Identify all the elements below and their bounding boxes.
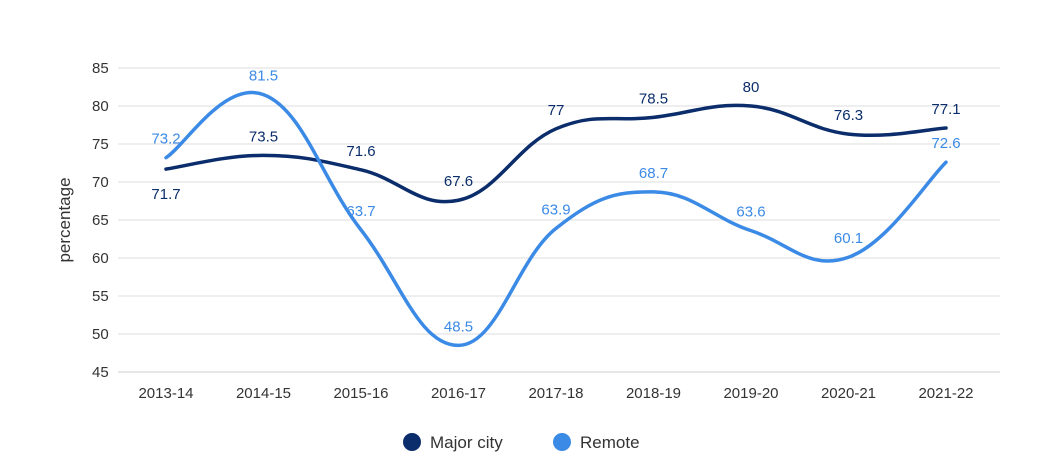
x-tick-label: 2021-22 [918,385,973,402]
x-tick-label: 2014-15 [236,385,291,402]
data-label-major-city: 80 [743,79,760,96]
data-label-major-city: 73.5 [249,128,278,145]
x-tick-label: 2013-14 [138,385,193,402]
data-label-remote: 72.6 [931,135,960,152]
y-tick-label: 85 [92,60,109,77]
y-tick-label: 50 [92,326,109,343]
y-axis-title: percentage [55,177,74,262]
y-tick-label: 45 [92,364,109,381]
x-tick-label: 2019-20 [723,385,778,402]
legend-marker-remote [553,433,571,451]
legend-marker-major-city [403,433,421,451]
data-label-remote: 63.7 [346,203,375,220]
y-tick-label: 75 [92,136,109,153]
data-labels: 71.7 73.5 71.6 67.6 77 78.5 80 76.3 77.1 73.2 81.5… [151,68,960,336]
legend-label-remote: Remote [580,433,640,452]
y-tick-label: 80 [92,98,109,115]
series-lines [164,90,948,348]
legend: Major city Remote [403,433,640,452]
x-tick-label: 2017-18 [528,385,583,402]
y-tick-label: 70 [92,174,109,191]
x-tick-label: 2015-16 [333,385,388,402]
data-label-major-city: 71.6 [346,143,375,160]
data-label-remote: 81.5 [249,68,278,85]
x-axis: 2013-14 2014-15 2015-16 2016-17 2017-18 2018-… [118,371,1000,402]
data-label-remote: 60.1 [834,230,863,247]
series-line-major-city [164,103,948,204]
y-tick-label: 55 [92,288,109,305]
data-label-major-city: 78.5 [639,90,668,107]
y-axis: 45 50 55 60 65 70 75 80 85 [92,60,109,381]
x-tick-label: 2018-19 [626,385,681,402]
data-label-major-city: 77.1 [931,101,960,118]
y-tick-label: 65 [92,212,109,229]
data-label-major-city: 67.6 [444,173,473,190]
gridlines [118,67,1000,373]
data-label-major-city: 71.7 [151,186,180,203]
data-label-remote: 73.2 [151,131,180,148]
series-line-remote [164,90,948,348]
data-label-remote: 63.9 [541,201,570,218]
x-tick-label: 2020-21 [821,385,876,402]
data-label-remote: 68.7 [639,165,668,182]
x-tick-label: 2016-17 [431,385,486,402]
y-tick-label: 60 [92,250,109,267]
data-label-major-city: 77 [548,102,565,119]
data-label-remote: 63.6 [736,204,765,221]
legend-label-major-city: Major city [430,433,503,452]
data-label-major-city: 76.3 [834,107,863,124]
data-label-remote: 48.5 [444,318,473,335]
